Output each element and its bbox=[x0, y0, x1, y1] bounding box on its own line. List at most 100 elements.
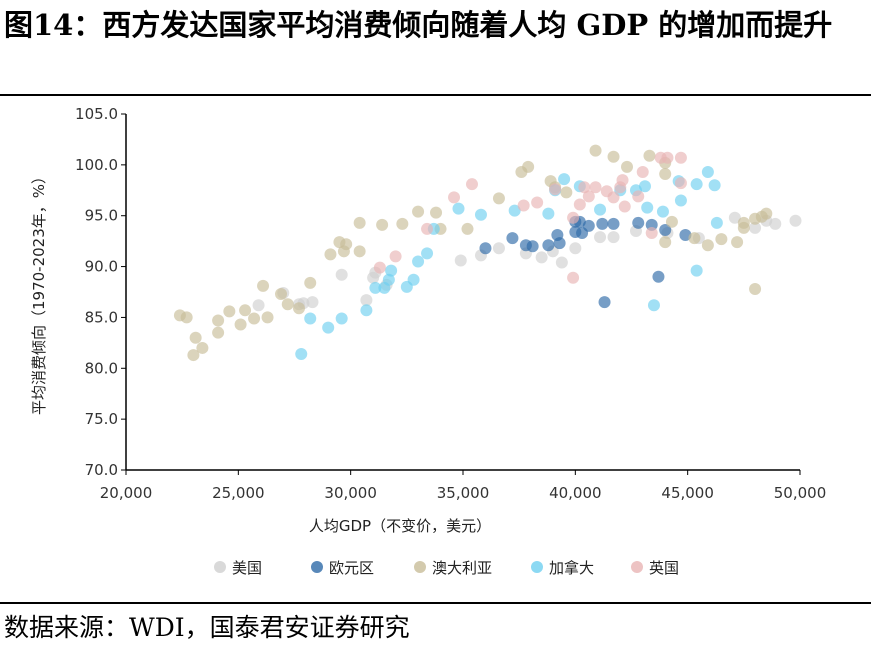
data-point bbox=[492, 192, 505, 205]
x-tick-label: 20,000 bbox=[100, 484, 153, 502]
data-point bbox=[376, 218, 389, 231]
data-point bbox=[674, 151, 687, 164]
data-point bbox=[396, 217, 409, 230]
data-point bbox=[474, 208, 487, 221]
y-tick-label: 90.0 bbox=[85, 258, 118, 276]
x-axis-label: 人均GDP（不变价，美元） bbox=[309, 517, 491, 535]
y-tick-label: 70.0 bbox=[85, 461, 118, 479]
data-point bbox=[542, 239, 555, 252]
data-point bbox=[769, 217, 782, 230]
data-point bbox=[304, 312, 317, 325]
data-point bbox=[492, 242, 505, 255]
data-point bbox=[407, 273, 420, 286]
source-rule bbox=[0, 602, 871, 604]
y-tick-label: 105.0 bbox=[75, 105, 118, 123]
data-point bbox=[337, 245, 350, 258]
data-point bbox=[517, 199, 530, 212]
data-point bbox=[239, 304, 252, 317]
legend-label: 美国 bbox=[232, 559, 262, 577]
data-point bbox=[573, 198, 586, 211]
title-rule bbox=[0, 94, 871, 96]
data-point bbox=[596, 217, 609, 230]
x-tick-label: 45,000 bbox=[661, 484, 714, 502]
legend-marker bbox=[414, 561, 426, 573]
data-point bbox=[430, 206, 443, 219]
legend-marker bbox=[631, 561, 643, 573]
x-tick-label: 50,000 bbox=[774, 484, 827, 502]
data-point bbox=[618, 200, 631, 213]
data-point bbox=[560, 186, 573, 199]
data-point bbox=[304, 276, 317, 289]
chart-title: 图14：西方发达国家平均消费倾向随着人均 GDP 的增加而提升 bbox=[4, 8, 833, 42]
data-point bbox=[755, 210, 768, 223]
data-point bbox=[553, 237, 566, 250]
data-point bbox=[535, 251, 548, 264]
data-point bbox=[661, 151, 674, 164]
data-point bbox=[187, 349, 200, 362]
data-point bbox=[607, 150, 620, 163]
data-point bbox=[632, 190, 645, 203]
data-point bbox=[578, 181, 591, 194]
y-tick-label: 75.0 bbox=[85, 410, 118, 428]
legend-label: 英国 bbox=[649, 559, 679, 577]
data-point bbox=[659, 168, 672, 181]
data-point bbox=[465, 178, 478, 191]
data-point bbox=[607, 217, 620, 230]
data-point bbox=[295, 348, 308, 361]
data-point bbox=[248, 312, 261, 325]
source-note: 数据来源：WDI，国泰君安证券研究 bbox=[4, 613, 410, 642]
data-point bbox=[665, 215, 678, 228]
data-point bbox=[690, 264, 703, 277]
data-point bbox=[461, 222, 474, 235]
data-point bbox=[708, 179, 721, 192]
data-point bbox=[353, 216, 366, 229]
legend-label: 澳大利亚 bbox=[432, 559, 492, 577]
data-point bbox=[531, 196, 544, 209]
data-point bbox=[212, 314, 225, 327]
data-point bbox=[589, 181, 602, 194]
data-point bbox=[607, 231, 620, 244]
data-point bbox=[737, 221, 750, 234]
y-tick-label: 95.0 bbox=[85, 207, 118, 225]
data-point bbox=[196, 341, 209, 354]
data-point bbox=[306, 296, 319, 309]
data-point bbox=[360, 304, 373, 317]
data-point bbox=[749, 221, 762, 234]
data-point bbox=[335, 312, 348, 325]
data-point bbox=[621, 160, 634, 173]
data-point bbox=[373, 261, 386, 274]
data-point bbox=[360, 294, 373, 307]
data-point bbox=[569, 242, 582, 255]
x-tick-label: 25,000 bbox=[212, 484, 265, 502]
data-point bbox=[257, 279, 270, 292]
data-point bbox=[636, 165, 649, 178]
data-point bbox=[508, 204, 521, 217]
data-point bbox=[656, 205, 669, 218]
x-tick-label: 35,000 bbox=[437, 484, 490, 502]
data-point bbox=[567, 271, 580, 284]
data-point bbox=[252, 299, 265, 312]
data-point bbox=[647, 299, 660, 312]
data-point bbox=[616, 174, 629, 187]
data-point bbox=[421, 247, 434, 260]
data-point bbox=[275, 288, 288, 301]
data-point bbox=[454, 254, 467, 267]
data-point bbox=[728, 211, 741, 224]
legend-marker bbox=[531, 561, 543, 573]
data-point bbox=[522, 160, 535, 173]
data-point bbox=[506, 232, 519, 245]
data-point bbox=[710, 216, 723, 229]
data-point bbox=[234, 318, 247, 331]
data-point bbox=[632, 216, 645, 229]
data-point bbox=[542, 207, 555, 220]
data-point bbox=[567, 211, 580, 224]
data-point bbox=[582, 190, 595, 203]
data-point bbox=[555, 256, 568, 269]
data-point bbox=[659, 236, 672, 249]
y-tick-label: 85.0 bbox=[85, 308, 118, 326]
data-point bbox=[223, 305, 236, 318]
data-point bbox=[189, 331, 202, 344]
y-tick-label: 100.0 bbox=[75, 156, 118, 174]
data-point bbox=[638, 180, 651, 193]
data-point bbox=[594, 203, 607, 216]
